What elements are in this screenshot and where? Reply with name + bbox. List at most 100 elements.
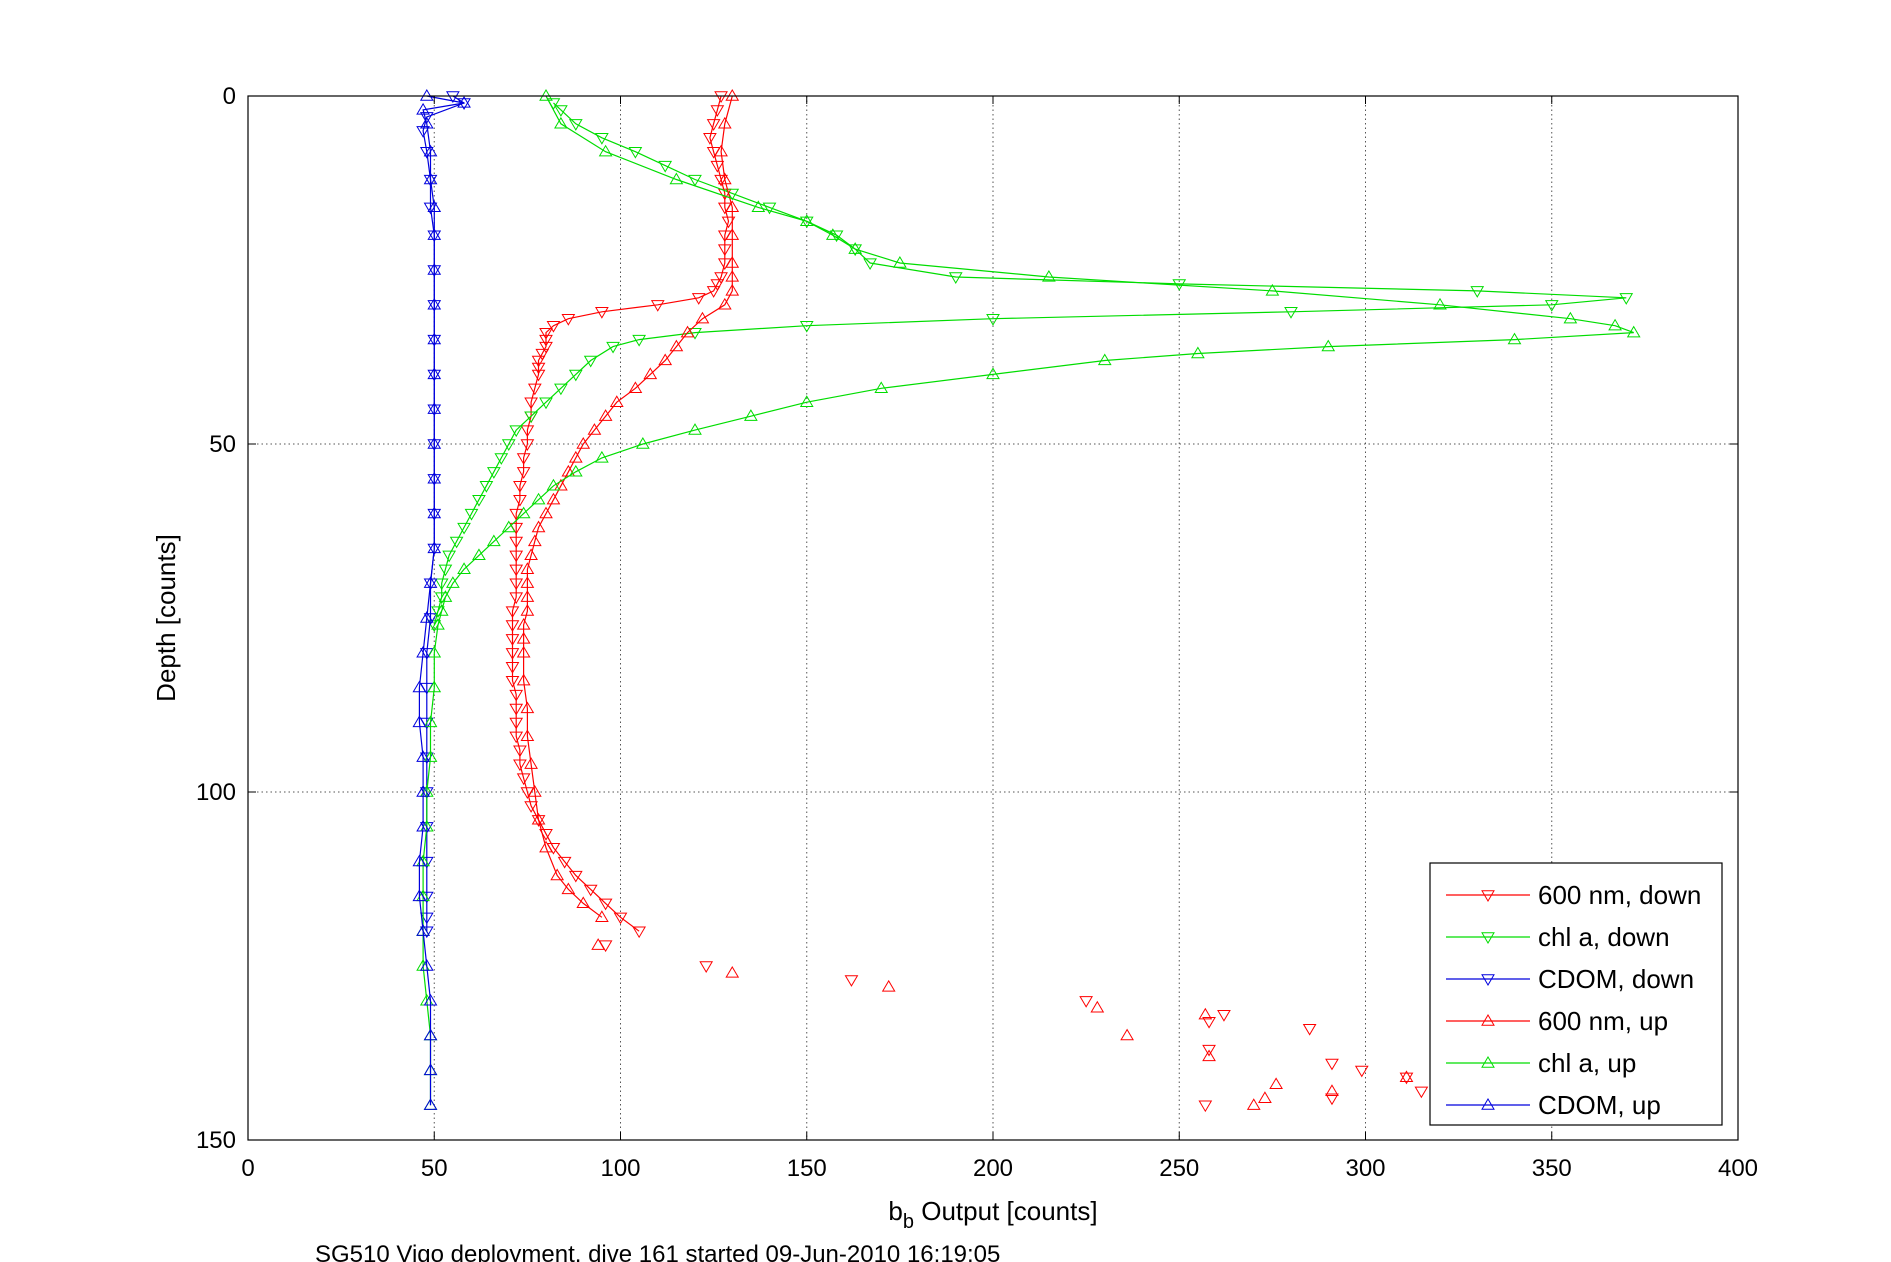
data-point xyxy=(1097,353,1112,366)
data-point xyxy=(1507,332,1522,345)
legend-item: CDOM, down xyxy=(1446,964,1694,994)
data-point xyxy=(524,801,538,813)
data-point xyxy=(427,200,442,213)
data-point xyxy=(632,926,646,939)
data-point xyxy=(628,146,643,159)
data-point xyxy=(516,617,531,630)
data-point xyxy=(505,606,520,619)
data-point xyxy=(419,959,434,971)
scatter-0 xyxy=(598,940,1429,1113)
scatter-point xyxy=(1302,1023,1317,1036)
data-point xyxy=(509,536,524,549)
legend-marker xyxy=(1481,974,1495,986)
data-point xyxy=(561,314,576,326)
scatter-point xyxy=(699,961,714,973)
data-point xyxy=(427,620,442,632)
data-point xyxy=(419,611,434,623)
data-point xyxy=(516,645,531,658)
scatter-point xyxy=(591,938,606,950)
data-point xyxy=(568,464,583,477)
data-point xyxy=(680,325,695,338)
data-point xyxy=(423,144,438,157)
data-point xyxy=(416,126,430,138)
data-point xyxy=(714,144,728,157)
data-point xyxy=(539,89,553,101)
data-point xyxy=(710,160,725,173)
data-point xyxy=(721,216,736,229)
data-point xyxy=(423,202,438,215)
data-point xyxy=(509,703,524,716)
data-point xyxy=(505,662,520,674)
legend: 600 nm, down chl a, down CDOM, down 600 nm,… xyxy=(1429,862,1723,1126)
data-point xyxy=(1470,286,1485,298)
data-point xyxy=(714,272,728,284)
y-axis-label: Depth [counts] xyxy=(151,534,181,702)
data-point xyxy=(1265,283,1280,296)
legend-label: 600 nm, down xyxy=(1538,880,1701,910)
legend-item: chl a, down xyxy=(1446,922,1670,952)
data-point xyxy=(520,562,535,574)
x-tick-label: 300 xyxy=(1345,1155,1385,1182)
data-point xyxy=(442,550,457,563)
chart-caption: SG510 Vigo deployment, dive 161 started … xyxy=(315,1241,1000,1262)
data-point xyxy=(438,590,453,602)
data-point xyxy=(516,467,531,479)
data-point xyxy=(446,576,460,588)
data-point xyxy=(568,450,583,463)
data-point xyxy=(516,506,531,519)
data-point xyxy=(423,172,438,185)
data-point xyxy=(423,576,438,588)
legend-marker xyxy=(1481,1056,1495,1068)
data-point xyxy=(427,228,442,240)
data-point xyxy=(557,856,572,869)
tick-layer: 0 50 100 150 200 250 300 350 400 0 50 100 150 xyxy=(196,83,1758,1182)
scatter-point xyxy=(1202,1044,1216,1057)
data-point xyxy=(635,437,650,449)
data-point xyxy=(423,613,438,625)
data-point xyxy=(509,717,524,730)
data-point xyxy=(598,898,613,911)
data-point xyxy=(531,492,546,505)
data-point xyxy=(419,89,434,101)
data-point xyxy=(539,506,553,519)
data-point xyxy=(725,283,740,296)
scatter-point xyxy=(844,975,859,987)
series-layer xyxy=(412,89,1641,1113)
scatter-point xyxy=(1258,1091,1272,1103)
data-point xyxy=(606,341,620,354)
data-point xyxy=(486,534,501,547)
legend-item: chl a, up xyxy=(1446,1048,1636,1078)
data-point xyxy=(669,339,684,352)
data-point xyxy=(1608,318,1622,331)
data-point xyxy=(554,105,568,117)
data-point xyxy=(561,882,576,895)
legend-box xyxy=(1429,862,1723,1126)
data-point xyxy=(583,355,598,368)
data-point xyxy=(725,89,740,101)
legend-marker xyxy=(1481,1098,1495,1110)
data-point xyxy=(494,453,509,465)
scatter-point xyxy=(1120,1028,1134,1041)
data-point xyxy=(825,228,840,240)
legend-label: chl a, down xyxy=(1538,922,1670,952)
data-point xyxy=(744,409,758,421)
data-point xyxy=(431,617,445,630)
data-point xyxy=(583,884,598,897)
x-axis-label: bb Output [counts] xyxy=(888,1196,1097,1233)
data-point xyxy=(1544,300,1559,312)
data-point xyxy=(714,91,728,103)
data-point xyxy=(446,91,460,103)
scatter-point xyxy=(1399,1072,1414,1085)
data-point xyxy=(658,353,673,366)
data-point xyxy=(457,522,471,535)
data-point xyxy=(539,397,553,410)
legend-label: 600 nm, up xyxy=(1538,1006,1668,1036)
data-point xyxy=(427,402,442,414)
data-point xyxy=(427,297,442,310)
scatter-point xyxy=(1079,996,1093,1008)
data-point xyxy=(516,773,531,786)
data-point xyxy=(1191,346,1205,359)
data-point xyxy=(628,381,643,394)
scatter-point xyxy=(1246,1098,1261,1110)
